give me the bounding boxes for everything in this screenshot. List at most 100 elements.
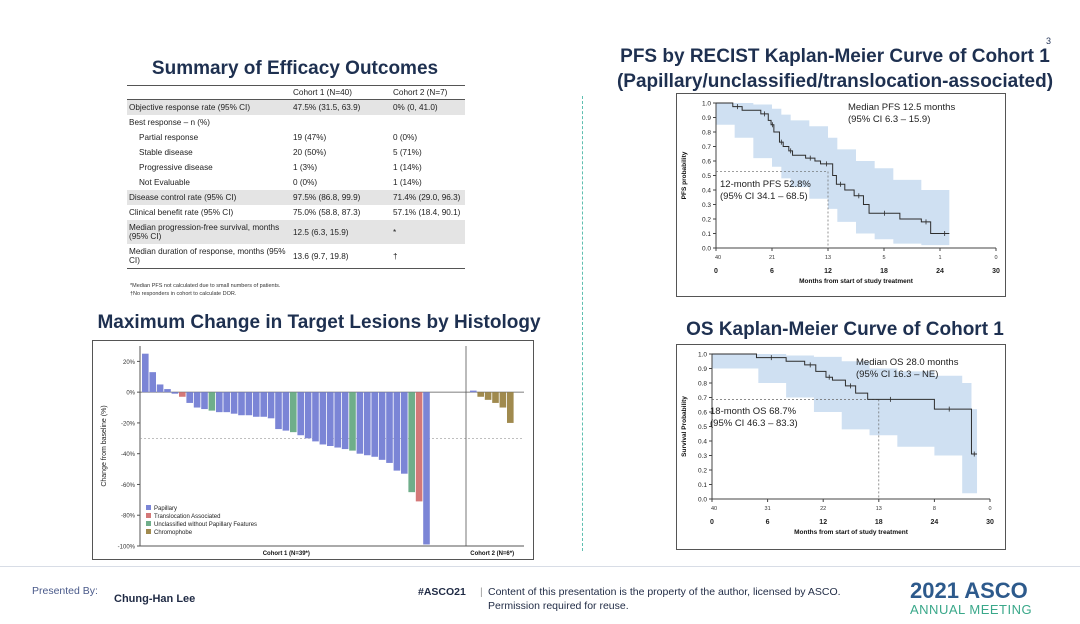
at-risk-count: 0 <box>994 255 997 261</box>
table-cell: 1 (3%) <box>293 163 318 172</box>
table-cell: Objective response rate (95% CI) <box>127 99 291 115</box>
table-row: Objective response rate (95% CI) 47.5% (3… <box>127 99 465 115</box>
waterfall-bar <box>492 392 499 403</box>
x-tick-label: 24 <box>936 268 944 275</box>
waterfall-bar <box>349 392 356 451</box>
x-tick-label: 18 <box>875 519 883 526</box>
table-cell: 5 (71%) <box>393 148 422 157</box>
waterfall-bar <box>386 392 393 463</box>
legend-swatch <box>146 521 151 526</box>
at-risk-count: 0 <box>988 506 991 512</box>
y-tick-label: 0.2 <box>698 467 707 474</box>
y-tick-label: -20% <box>121 421 136 427</box>
legend-label: Translocation Associated <box>154 514 220 520</box>
waterfall-frame <box>92 340 534 560</box>
waterfall-bar <box>223 392 230 413</box>
at-risk-count: 22 <box>820 506 826 512</box>
table-header-row: Cohort 1 (N=40) Cohort 2 (N=7) <box>127 85 465 100</box>
table-row: Median duration of response, months (95%… <box>127 244 465 269</box>
landmark-annotation: (95% CI 34.1 – 68.5) <box>720 191 808 202</box>
y-tick-label: 0.9 <box>702 115 711 122</box>
legend-swatch <box>146 529 151 534</box>
y-tick-label: 0.9 <box>698 366 707 373</box>
x-tick-label: 30 <box>986 519 994 526</box>
y-tick-label: 0.5 <box>702 173 711 180</box>
table-cell: Median duration of response, months (95%… <box>127 244 291 269</box>
waterfall-bar <box>216 392 223 413</box>
table-cell: 12.5 (6.3, 15.9) <box>291 220 391 244</box>
table-cell: 1 (14%) <box>393 163 422 172</box>
km-curve <box>716 102 950 234</box>
at-risk-count: 13 <box>876 506 882 512</box>
table-cell: 19 (47%) <box>293 133 327 142</box>
asco-logo-year: 2021 ASCO <box>910 578 1028 603</box>
waterfall-bar <box>327 392 334 446</box>
waterfall-bar <box>179 392 186 397</box>
table-cell: 20 (50%) <box>293 148 327 157</box>
table-cell: 97.5% (86.8, 99.9) <box>291 190 391 205</box>
waterfall-title: Maximum Change in Target Lesions by Hist… <box>97 312 541 333</box>
table-cell: † <box>391 244 465 269</box>
table-row: Median progression-free survival, months… <box>127 220 465 244</box>
y-tick-label: 0.5 <box>698 424 707 431</box>
landmark-annotation: (95% CI 46.3 – 83.3) <box>710 418 798 429</box>
table-header-cell <box>127 85 291 100</box>
waterfall-bar <box>371 392 378 457</box>
table-cell: 13.6 (9.7, 19.8) <box>291 244 391 269</box>
y-tick-label: 0.4 <box>702 187 711 194</box>
ci-band <box>712 354 978 494</box>
footer-separator: | <box>480 586 483 598</box>
efficacy-table: Cohort 1 (N=40) Cohort 2 (N=7) Objective r… <box>127 85 465 269</box>
hashtag: #ASCO21 <box>418 586 466 598</box>
waterfall-bar <box>499 392 507 408</box>
x-tick-label: 18 <box>880 268 888 275</box>
y-axis-label: Change from baseline (%) <box>101 405 108 486</box>
legend-swatch <box>146 505 151 510</box>
km-curve <box>712 353 978 455</box>
waterfall-bar <box>408 392 415 493</box>
y-tick-label: -80% <box>121 514 136 520</box>
waterfall-bar <box>477 392 484 397</box>
y-tick-label: 0.7 <box>698 395 707 402</box>
table-cell: Not Evaluable <box>139 178 190 187</box>
y-tick-label: 0% <box>126 391 135 397</box>
x-axis-label: Months from start of study treatment <box>799 278 914 285</box>
at-risk-count: 40 <box>715 255 721 261</box>
pfs-title-line-1: PFS by RECIST Kaplan-Meier Curve of Coho… <box>620 46 1050 67</box>
efficacy-footnote-2: †No responders in cohort to calculate DO… <box>130 291 237 297</box>
pfs-title: PFS by RECIST Kaplan-Meier Curve of Coho… <box>600 44 1070 94</box>
table-cell: Progressive disease <box>139 163 213 172</box>
table-cell: Partial response <box>139 133 199 142</box>
legend-label: Unclassified without Papillary Features <box>154 522 257 528</box>
y-tick-label: 0.6 <box>698 409 707 416</box>
waterfall-bar <box>484 392 492 400</box>
table-cell: 0 (0%) <box>393 133 418 142</box>
table-cell: Stable disease <box>139 148 193 157</box>
table-row: Not Evaluable 0 (0%) 1 (14%) <box>127 175 465 190</box>
waterfall-bar <box>312 392 319 442</box>
table-cell: 57.1% (18.4, 90.1) <box>393 208 461 217</box>
x-axis-label: Months from start of study treatment <box>794 529 909 536</box>
group-label: Cohort 1 (N=39*) <box>263 551 310 557</box>
table-cell: 0% (0, 41.0) <box>391 99 465 115</box>
waterfall-chart: 20% 0% -20% -40% -60% -80% -100% Change from ba… <box>92 340 534 560</box>
waterfall-bar <box>238 392 245 416</box>
waterfall-bar <box>193 392 201 408</box>
waterfall-bar <box>470 390 477 393</box>
table-cell: 75.0% (58.8, 87.3) <box>293 208 361 217</box>
y-tick-label: 0.1 <box>702 231 711 238</box>
y-tick-label: 1.0 <box>702 100 711 107</box>
table-cell: Median progression-free survival, months… <box>127 220 291 244</box>
at-risk-count: 5 <box>882 255 885 261</box>
at-risk-count: 31 <box>765 506 771 512</box>
table-cell: Clinical benefit rate (95% CI) <box>129 208 234 217</box>
waterfall-bar <box>267 392 275 419</box>
landmark-annotation: 18-month OS 68.7% <box>710 406 797 417</box>
y-tick-label: 0.3 <box>698 453 707 460</box>
y-tick-label: 20% <box>123 360 136 366</box>
waterfall-bar <box>149 372 156 393</box>
y-tick-label: 0.4 <box>698 438 707 445</box>
pfs-title-line-2: (Papillary/unclassified/translocation-as… <box>616 71 1054 92</box>
at-risk-count: 40 <box>711 506 717 512</box>
waterfall-bar <box>334 392 341 448</box>
